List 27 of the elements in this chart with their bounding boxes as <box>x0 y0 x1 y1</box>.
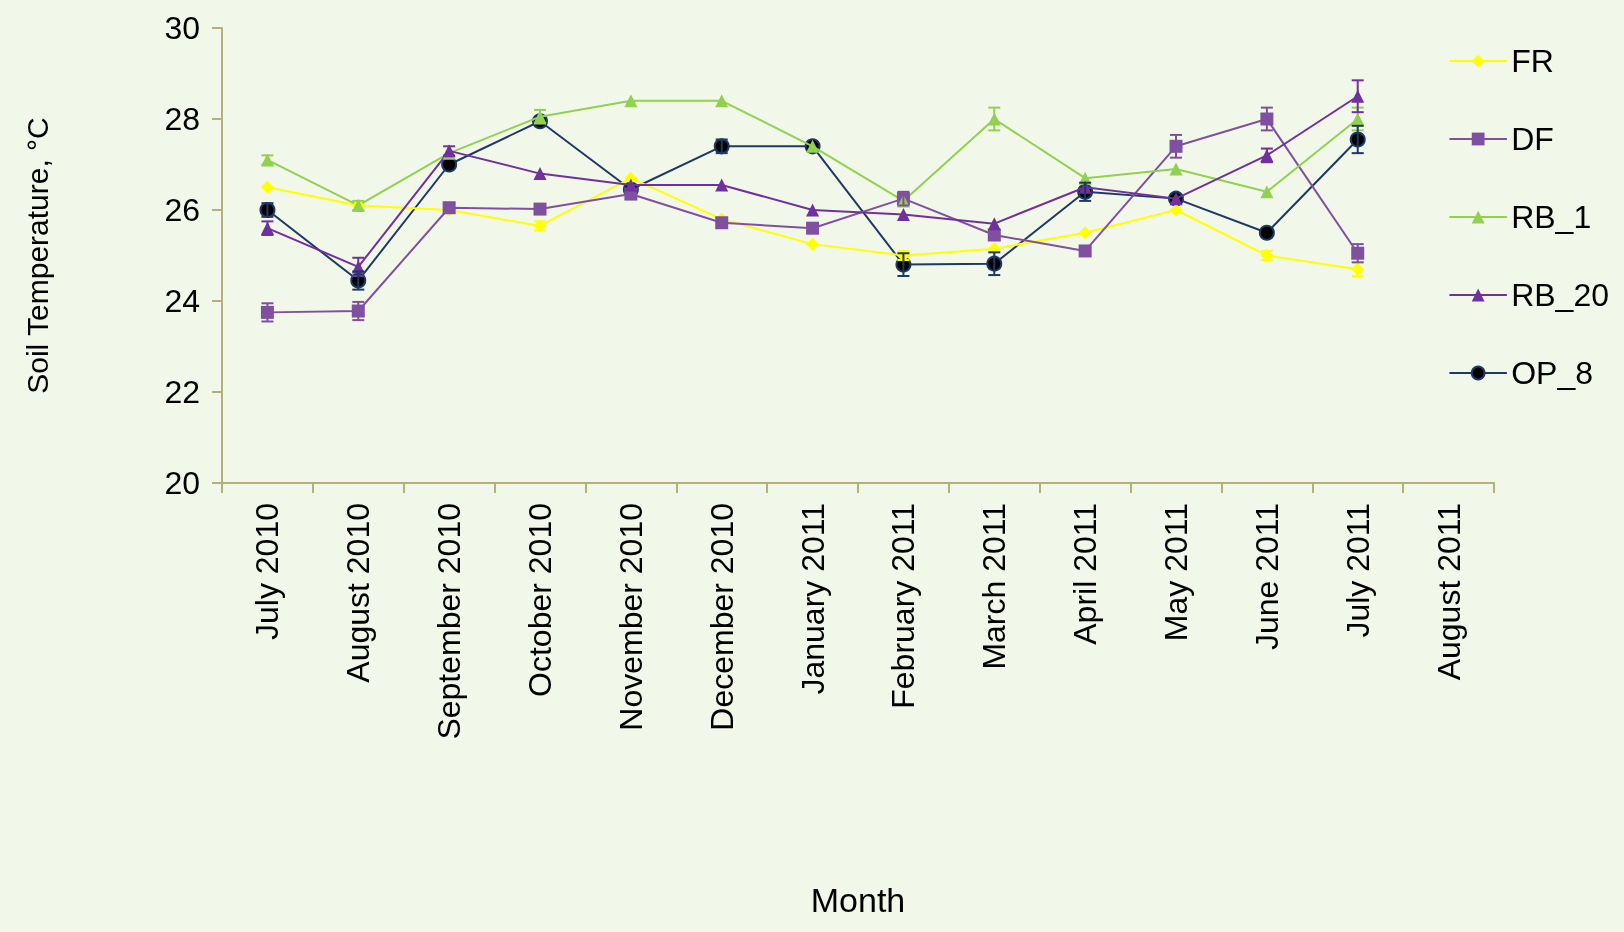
y-tick-label: 30 <box>164 10 200 46</box>
x-axis-title: Month <box>810 881 906 919</box>
y-tick-label: 22 <box>164 374 200 410</box>
x-tick-label: November 2010 <box>612 503 649 731</box>
x-tick-label: January 2011 <box>794 503 831 695</box>
x-tick-label: April 2011 <box>1067 503 1104 645</box>
x-tick-label: June 2011 <box>1248 503 1285 651</box>
x-tick-label: July 2011 <box>1339 503 1376 638</box>
x-tick-label: March 2011 <box>976 503 1013 670</box>
x-tick-label: August 2010 <box>340 503 377 683</box>
x-tick-label: December 2010 <box>703 503 740 731</box>
legend-label: FR <box>1511 43 1554 79</box>
y-axis-title: Soil Temperature, °C <box>20 117 54 394</box>
legend-label: RB_1 <box>1511 199 1592 235</box>
legend-label: DF <box>1511 121 1554 157</box>
x-tick-label: July 2010 <box>249 503 286 640</box>
x-tick-label: October 2010 <box>522 503 558 697</box>
x-tick-label: August 2011 <box>1430 503 1467 681</box>
y-tick-label: 28 <box>164 101 200 137</box>
y-tick-label: 20 <box>164 465 200 501</box>
y-tick-label: 24 <box>164 283 200 319</box>
x-tick-label: February 2011 <box>885 503 922 709</box>
legend-label: RB_20 <box>1511 277 1609 313</box>
legend-label: OP_8 <box>1511 355 1593 391</box>
y-tick-label: 26 <box>164 192 200 228</box>
x-tick-label: September 2010 <box>431 503 468 740</box>
x-tick-label: May 2011 <box>1158 503 1194 642</box>
